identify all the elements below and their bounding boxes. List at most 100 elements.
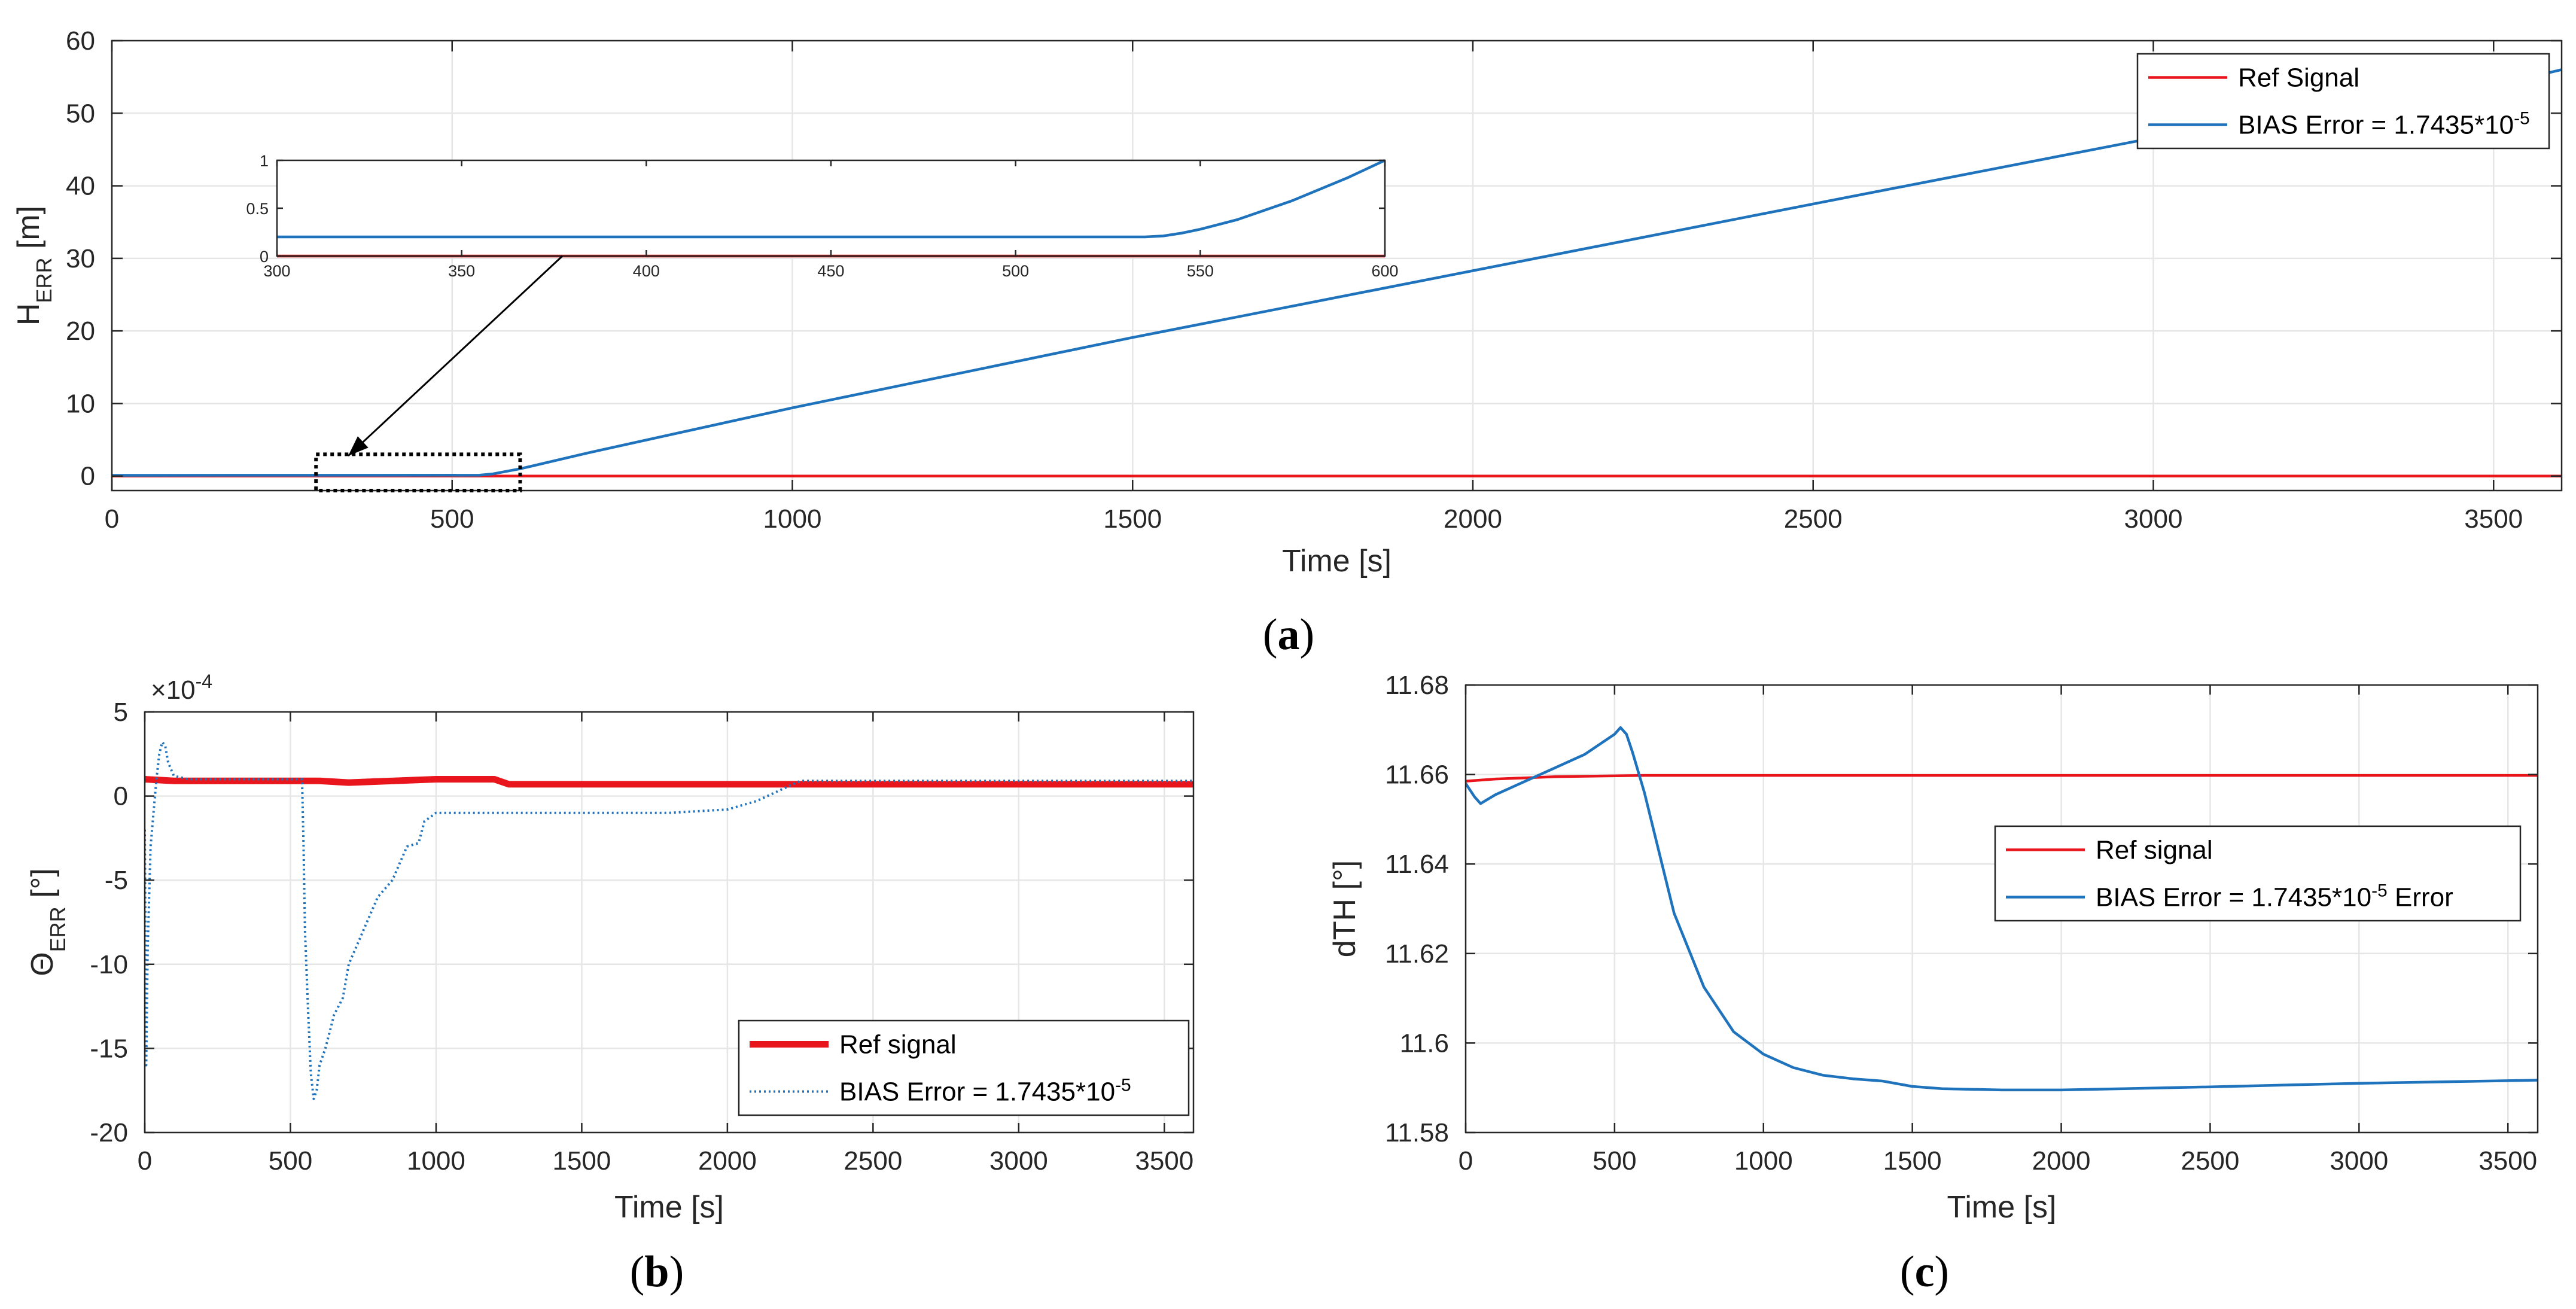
plot-area: [1466, 726, 2538, 1092]
y-axis-label: dTH [°]: [1327, 860, 1362, 957]
legend-label-text: Ref signal: [839, 1030, 957, 1060]
y-exponent-label: ×10-4: [151, 671, 212, 705]
legend-label: BIAS Error = 1.7435*10-5: [839, 1075, 1131, 1107]
x-tick-label: 3500: [2464, 504, 2523, 534]
caption-c: (c): [1900, 1247, 1949, 1296]
inset-x-tick-label: 550: [1187, 262, 1214, 280]
inset-series-line-bias: [277, 159, 1386, 239]
y-exponent-base: ×10: [151, 675, 196, 705]
y-tick-label: 0: [81, 462, 95, 491]
y-tick-label: 0: [114, 782, 128, 811]
legend-label: Ref Signal: [2238, 63, 2359, 93]
x-tick-label: 1500: [1883, 1146, 1942, 1176]
x-tick-label: 2000: [698, 1146, 757, 1176]
y-tick-label: 11.66: [1385, 760, 1449, 790]
y-tick-label: 11.68: [1385, 671, 1449, 700]
inset-x-tick-label: 600: [1371, 262, 1398, 280]
y-tick-label: 11.62: [1385, 939, 1449, 969]
inset-y-tick-label: 0: [260, 248, 269, 266]
x-tick-label: 3500: [2478, 1146, 2537, 1176]
zoom-arrow-head: [348, 436, 369, 456]
panel-b-chart: (b) 0 500 1000 1500 2000 2500 3000 3500 -20 -15 -1…: [25, 671, 1195, 1296]
x-tick-label: 3000: [2124, 504, 2183, 534]
axes-frame: [144, 711, 1195, 1134]
legend-label-text: BIAS Error = 1.7435*10: [2096, 883, 2371, 912]
y-tick-label: 40: [66, 172, 95, 201]
x-tick-label: 500: [1593, 1146, 1636, 1176]
y-tick-label: 10: [66, 389, 95, 418]
series-line-ref: [145, 776, 1193, 788]
legend-label-exponent: -5: [2371, 881, 2388, 900]
legend-label-text: Ref Signal: [2238, 63, 2359, 93]
axes-frame: [1464, 684, 2539, 1134]
inset-x-tick-label: 400: [633, 262, 660, 280]
y-tick-label: -10: [90, 950, 128, 979]
inset-x-tick-label: 500: [1002, 262, 1029, 280]
legend-label-suffix: Error: [2388, 883, 2453, 912]
series-line-bias: [145, 741, 1193, 1100]
legend-label: Ref signal: [2096, 836, 2213, 865]
inset-x-tick-label: 450: [817, 262, 844, 280]
x-tick-label: 2500: [1784, 504, 1843, 534]
series-line-ref: [1466, 774, 2538, 783]
y-exponent-value: -4: [196, 671, 212, 692]
y-axis-label-sub: ERR: [45, 906, 70, 952]
x-tick-label: 0: [1458, 1146, 1473, 1176]
x-tick-label: 1000: [1734, 1146, 1793, 1176]
panel-c-chart: (c) 0 500 1000 1500 2000 2500 3000 3500 11.58 11.…: [1327, 671, 2539, 1296]
y-axis-label-unit: [m]: [11, 206, 46, 258]
legend-label-exponent: -5: [2514, 108, 2530, 128]
x-tick-label: 3500: [1135, 1146, 1193, 1176]
plot-area: [145, 741, 1193, 1100]
y-tick-label: 30: [66, 244, 95, 273]
legend-label: BIAS Error = 1.7435*10-5 Error: [2096, 881, 2453, 912]
axes-frame: [111, 39, 2563, 492]
x-tick-label: 2000: [1444, 504, 1502, 534]
inset-y-tick-label: 1: [260, 152, 269, 170]
y-tick-label: 50: [66, 99, 95, 128]
inset-y-tick-label: 0.5: [246, 200, 269, 218]
x-tick-label: 0: [138, 1146, 152, 1176]
legend-label: Ref signal: [839, 1030, 957, 1060]
y-tick-label: 20: [66, 316, 95, 346]
y-tick-label: 11.64: [1385, 850, 1449, 879]
x-axis-label: Time [s]: [614, 1190, 724, 1225]
zoom-region-box: [314, 452, 522, 493]
series-line-bias: [1466, 726, 2538, 1092]
x-tick-label: 1500: [552, 1146, 611, 1176]
x-tick-label: 2000: [2032, 1146, 2091, 1176]
y-axis-label-unit: [°]: [25, 868, 60, 906]
y-axis-label-main: H: [11, 303, 46, 326]
legend-label-text: BIAS Error = 1.7435*10: [2238, 111, 2514, 140]
y-tick-label: -20: [90, 1118, 128, 1147]
legend-box: [1994, 825, 2522, 922]
y-axis-label-sub: ERR: [32, 258, 56, 303]
y-tick-label: 5: [114, 698, 128, 727]
y-axis-label: ΘERR [°]: [25, 868, 70, 976]
x-tick-label: 500: [430, 504, 474, 534]
inset-chart: 300 350 400 450 500 550 600 0 0.5 1: [246, 152, 1398, 280]
x-axis-label: Time [s]: [1947, 1190, 2057, 1225]
legend-label-text: Ref signal: [2096, 836, 2213, 865]
x-tick-label: 2500: [844, 1146, 902, 1176]
x-tick-label: 3000: [2330, 1146, 2388, 1176]
inset-x-tick-label: 350: [448, 262, 475, 280]
x-axis-label: Time [s]: [1282, 544, 1391, 579]
x-tick-label: 500: [269, 1146, 312, 1176]
x-tick-label: 3000: [989, 1146, 1048, 1176]
caption-a: (a): [1263, 610, 1314, 659]
y-axis-label: HERR [m]: [11, 206, 56, 325]
legend-label-text: BIAS Error = 1.7435*10: [839, 1077, 1115, 1107]
legend-box: [738, 1019, 1190, 1116]
y-axis-label-main: Θ: [25, 952, 60, 976]
inset-x-tick-label: 300: [263, 262, 290, 280]
legend-box: [2136, 53, 2550, 150]
caption-b: (b): [630, 1247, 684, 1296]
y-tick-label: 11.6: [1400, 1028, 1449, 1058]
zoom-arrow-line: [347, 255, 564, 457]
panel-a-chart: (a) 0 500 1000 1500 2000 2500 3000 350001020304…: [11, 26, 2563, 659]
x-tick-label: 2500: [2181, 1146, 2239, 1176]
y-tick-label: -5: [105, 866, 128, 895]
x-tick-label: 1000: [763, 504, 822, 534]
x-tick-label: 1500: [1103, 504, 1162, 534]
